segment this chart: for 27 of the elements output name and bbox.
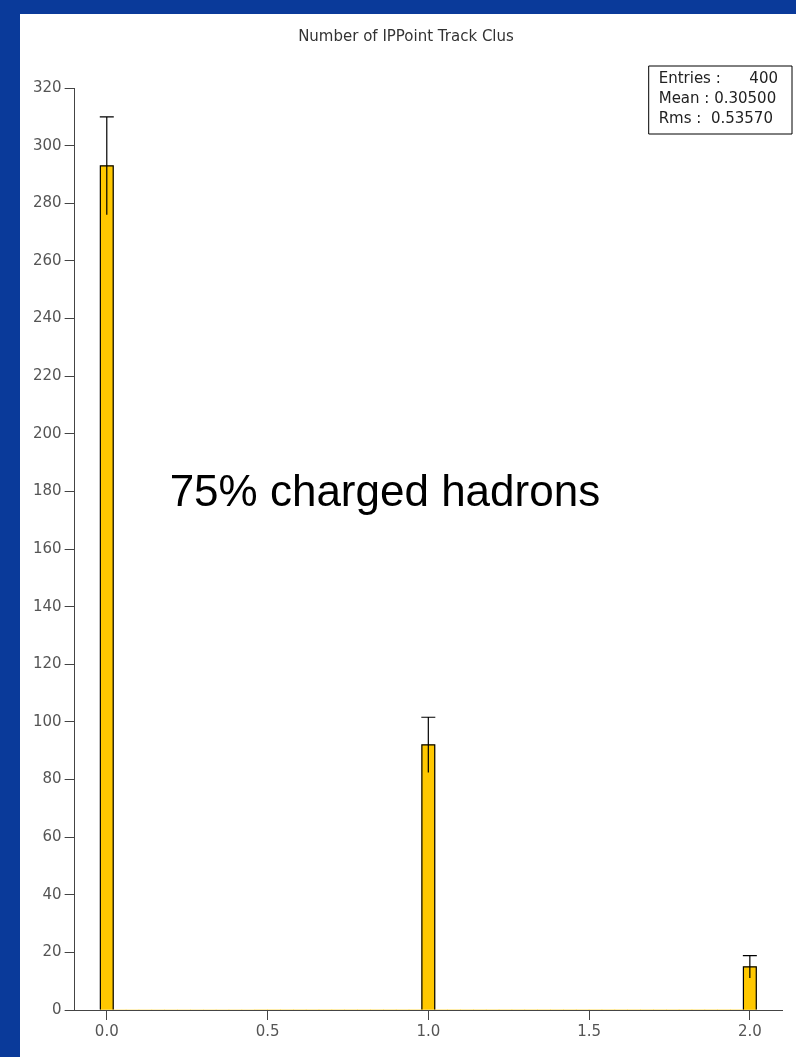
annotation: 75% charged hadrons	[169, 465, 601, 515]
y-tick-label: 320	[32, 77, 62, 96]
y-tick-label: 200	[32, 423, 62, 442]
y-tick-label: 60	[42, 827, 62, 846]
x-tick-label: 1.5	[577, 1021, 602, 1040]
y-tick-label: 140	[32, 596, 62, 615]
y-tick-label: 20	[42, 942, 62, 961]
y-tick-label: 260	[32, 250, 62, 269]
y-tick-label: 160	[32, 538, 62, 557]
x-tick-label: 2.0	[737, 1021, 762, 1040]
y-tick-label: 100	[32, 711, 62, 730]
y-tick-label: 40	[42, 884, 62, 903]
annotation: Mean : 0.30500	[658, 89, 777, 108]
y-tick-label: 0	[52, 999, 62, 1018]
x-tick-label: 0.0	[94, 1021, 119, 1040]
y-tick-label: 280	[32, 193, 62, 212]
y-tick-label: 80	[42, 769, 62, 788]
y-tick-label: 300	[32, 135, 62, 154]
y-tick-label: 240	[32, 308, 62, 327]
y-tick-label: 220	[32, 366, 62, 385]
chart-title: Number of IPPoint Track Clus	[298, 26, 515, 45]
y-tick-label: 180	[32, 481, 62, 500]
text: Entries : 400	[658, 69, 779, 88]
x-tick-label: 1.0	[416, 1021, 441, 1040]
x-tick-label: 0.5	[255, 1021, 280, 1040]
annotation: Rms : 0.53570	[658, 109, 773, 128]
y-tick-label: 120	[32, 654, 62, 673]
